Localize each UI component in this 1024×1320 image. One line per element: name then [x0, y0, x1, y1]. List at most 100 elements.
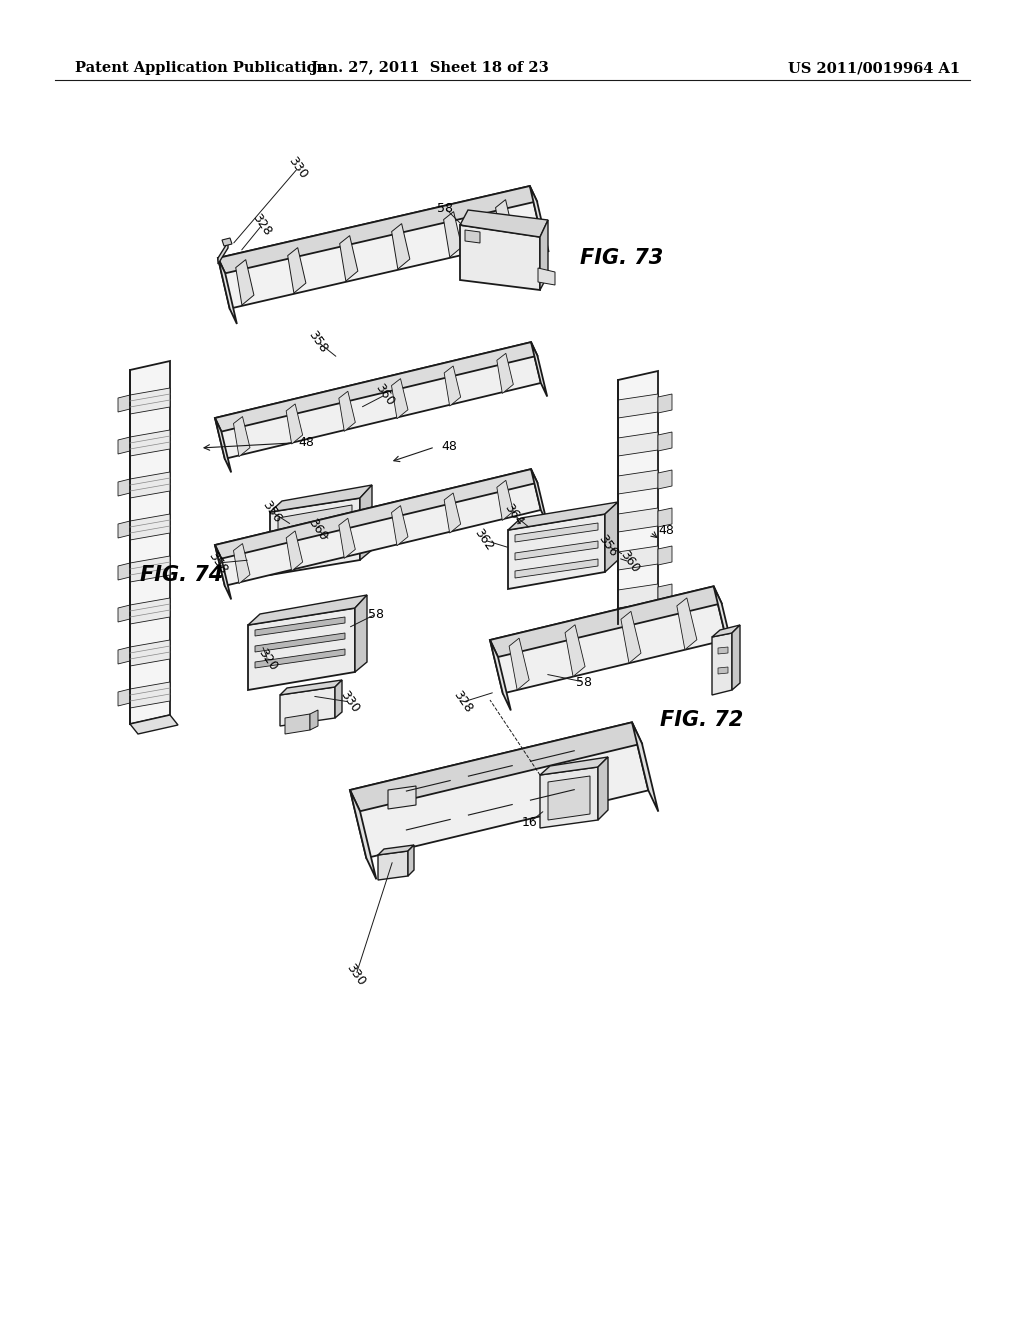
Text: 330: 330: [338, 689, 362, 715]
Polygon shape: [718, 647, 728, 653]
Polygon shape: [350, 722, 642, 812]
Polygon shape: [618, 583, 658, 609]
Polygon shape: [531, 469, 547, 524]
Polygon shape: [658, 432, 672, 451]
Polygon shape: [218, 186, 537, 273]
Polygon shape: [118, 479, 130, 496]
Polygon shape: [658, 393, 672, 413]
Text: 58: 58: [575, 676, 592, 689]
Polygon shape: [718, 667, 728, 675]
Text: 364: 364: [502, 502, 526, 528]
Text: 356: 356: [260, 499, 284, 525]
Polygon shape: [255, 616, 345, 636]
Polygon shape: [378, 851, 408, 880]
Polygon shape: [632, 722, 658, 812]
Text: Jan. 27, 2011  Sheet 18 of 23: Jan. 27, 2011 Sheet 18 of 23: [311, 61, 549, 75]
Polygon shape: [130, 598, 170, 624]
Polygon shape: [540, 756, 608, 775]
Polygon shape: [236, 260, 254, 305]
Polygon shape: [529, 186, 549, 252]
Polygon shape: [714, 586, 734, 657]
Polygon shape: [222, 238, 232, 246]
Polygon shape: [255, 649, 345, 668]
Polygon shape: [285, 714, 310, 734]
Polygon shape: [215, 342, 541, 459]
Polygon shape: [618, 371, 658, 624]
Polygon shape: [218, 186, 542, 309]
Polygon shape: [130, 556, 170, 582]
Polygon shape: [118, 564, 130, 579]
Polygon shape: [391, 379, 408, 418]
Polygon shape: [278, 506, 352, 543]
Polygon shape: [280, 686, 335, 726]
Polygon shape: [515, 523, 598, 543]
Text: 360: 360: [306, 516, 330, 544]
Polygon shape: [270, 498, 360, 576]
Polygon shape: [496, 199, 514, 246]
Polygon shape: [350, 789, 377, 879]
Text: 58: 58: [437, 202, 453, 214]
Polygon shape: [515, 541, 598, 560]
Polygon shape: [598, 756, 608, 820]
Polygon shape: [548, 776, 590, 820]
Polygon shape: [130, 473, 170, 498]
Polygon shape: [460, 224, 540, 290]
Polygon shape: [444, 366, 461, 407]
Text: FIG. 74: FIG. 74: [140, 565, 223, 585]
Polygon shape: [540, 767, 598, 828]
Polygon shape: [618, 393, 658, 418]
Polygon shape: [677, 598, 697, 649]
Polygon shape: [215, 469, 541, 586]
Polygon shape: [378, 845, 414, 855]
Polygon shape: [658, 546, 672, 565]
Polygon shape: [490, 640, 511, 710]
Circle shape: [558, 788, 578, 808]
Polygon shape: [255, 634, 345, 652]
Polygon shape: [391, 223, 410, 269]
Text: 362: 362: [472, 527, 496, 553]
Polygon shape: [130, 513, 170, 540]
Polygon shape: [215, 342, 538, 432]
Polygon shape: [490, 586, 722, 657]
Text: 328: 328: [451, 689, 475, 715]
Polygon shape: [233, 544, 250, 583]
Text: FIG. 73: FIG. 73: [580, 248, 664, 268]
Text: 360: 360: [373, 381, 397, 408]
Ellipse shape: [484, 239, 512, 271]
Polygon shape: [218, 257, 237, 323]
Text: 330: 330: [286, 154, 310, 181]
Text: 358: 358: [206, 549, 230, 577]
Text: 328: 328: [250, 211, 274, 239]
Polygon shape: [621, 611, 641, 663]
Polygon shape: [118, 689, 130, 706]
Polygon shape: [444, 492, 461, 533]
Polygon shape: [335, 680, 342, 718]
Polygon shape: [732, 624, 740, 690]
Polygon shape: [118, 647, 130, 664]
Polygon shape: [443, 211, 462, 257]
Polygon shape: [565, 624, 585, 677]
Polygon shape: [215, 545, 231, 599]
Polygon shape: [531, 342, 547, 396]
Polygon shape: [712, 634, 732, 696]
Polygon shape: [388, 785, 416, 809]
Polygon shape: [618, 508, 658, 532]
Polygon shape: [215, 418, 231, 473]
Text: 48: 48: [658, 524, 674, 536]
Polygon shape: [515, 558, 598, 578]
Polygon shape: [465, 230, 480, 243]
Polygon shape: [130, 640, 170, 667]
Text: 356: 356: [596, 532, 621, 560]
Polygon shape: [490, 586, 726, 693]
Polygon shape: [339, 519, 355, 558]
Polygon shape: [460, 210, 548, 238]
Polygon shape: [260, 532, 272, 548]
Polygon shape: [391, 506, 408, 545]
Polygon shape: [618, 546, 658, 570]
Polygon shape: [248, 609, 355, 690]
Polygon shape: [350, 722, 648, 858]
Polygon shape: [497, 354, 513, 393]
Polygon shape: [130, 388, 170, 414]
Text: 16: 16: [522, 816, 538, 829]
Polygon shape: [130, 430, 170, 455]
